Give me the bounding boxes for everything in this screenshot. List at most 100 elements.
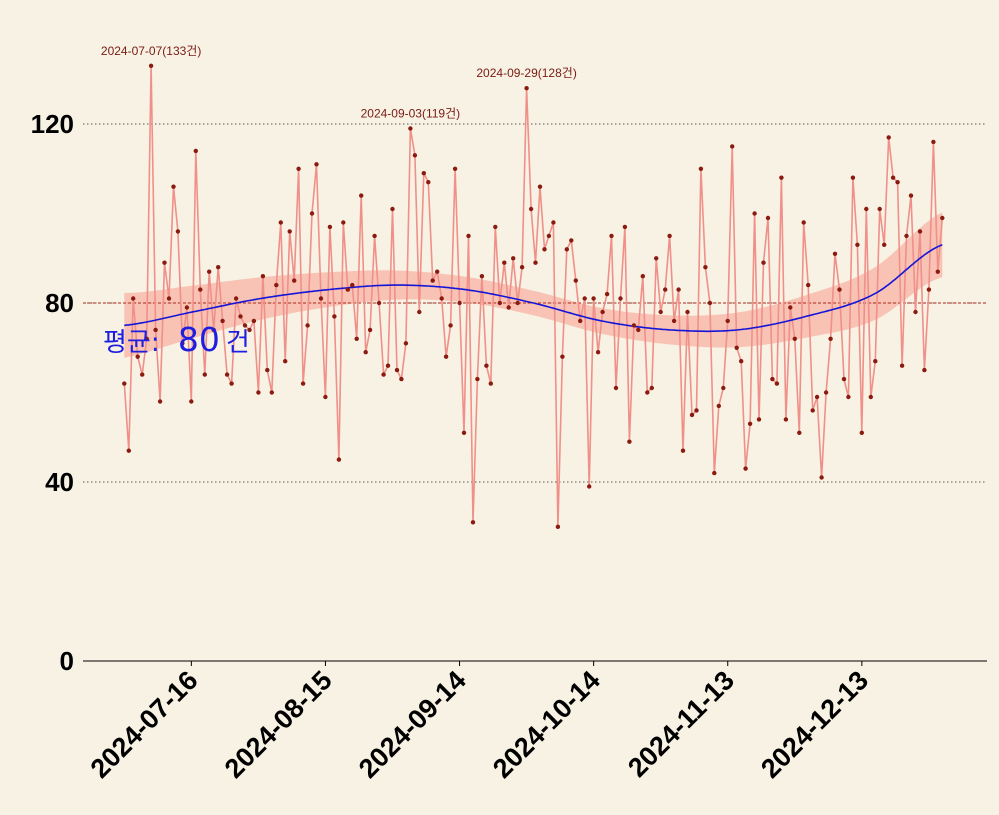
data-point	[868, 394, 873, 400]
data-point	[475, 376, 480, 382]
data-point	[698, 166, 704, 171]
data-point	[587, 484, 592, 489]
data-point	[274, 282, 279, 288]
data-point	[904, 233, 909, 239]
data-point	[846, 394, 851, 400]
data-point	[247, 327, 252, 333]
data-point	[439, 296, 444, 301]
data-point	[479, 274, 485, 279]
data-point	[399, 376, 404, 382]
x-tick-label: 2024-07-16	[85, 665, 204, 784]
data-point	[752, 211, 757, 216]
peak-annotation: 2024-09-03(119건)	[361, 106, 461, 120]
data-point	[649, 385, 654, 391]
x-tick-label: 2024-11-13	[622, 665, 740, 783]
data-point	[604, 291, 610, 297]
data-point	[502, 260, 507, 265]
data-point	[256, 390, 261, 395]
data-point	[725, 318, 730, 324]
y-tick-label: 0	[60, 646, 74, 676]
x-tick-label: 2024-09-14	[353, 665, 472, 784]
peak-annotation: 2024-09-29(128건)	[476, 66, 576, 80]
data-point	[292, 278, 297, 283]
peak-annotations: 2024-07-07(133건) 2024-09-03(119건) 2024-09-…	[101, 44, 577, 121]
data-point	[202, 372, 207, 377]
data-point	[671, 318, 677, 324]
trend-line	[124, 244, 943, 333]
data-point	[600, 309, 605, 315]
data-point	[658, 309, 663, 315]
data-point	[761, 260, 766, 265]
x-tick-label: 2024-12-13	[755, 665, 874, 784]
data-point	[788, 305, 793, 310]
data-point	[332, 314, 337, 319]
data-point	[390, 206, 395, 212]
data-point	[926, 287, 932, 292]
data-point	[801, 220, 806, 225]
data-point	[484, 363, 489, 368]
data-point	[309, 211, 315, 216]
data-point	[515, 300, 520, 306]
data-point	[689, 412, 695, 418]
data-point	[685, 309, 690, 315]
data-point	[578, 318, 583, 324]
data-point	[940, 215, 945, 221]
data-point	[890, 175, 896, 180]
data-point	[153, 327, 158, 333]
data-point	[283, 359, 288, 364]
data-point	[899, 363, 905, 368]
data-point	[560, 354, 565, 359]
data-point	[841, 376, 847, 382]
data-point	[542, 247, 547, 252]
data-point	[265, 367, 270, 373]
data-point	[180, 341, 185, 346]
data-point	[314, 162, 319, 167]
data-point	[645, 390, 650, 395]
data-point	[372, 233, 377, 239]
data-point	[855, 242, 860, 247]
data-point	[300, 381, 306, 386]
data-point	[175, 229, 181, 234]
mean-label: 평균: 80 건	[103, 320, 250, 359]
data-point	[631, 323, 637, 328]
y-axis-tick-labels: 0 40 80 120	[31, 109, 74, 676]
data-point	[216, 265, 221, 270]
data-point	[922, 367, 927, 373]
data-point	[765, 215, 771, 221]
data-point	[917, 229, 923, 234]
data-point	[613, 385, 619, 391]
data-point	[305, 323, 310, 328]
data-point	[166, 296, 172, 301]
data-point	[595, 350, 601, 355]
data-point	[336, 457, 342, 462]
data-point	[654, 256, 659, 261]
data-point	[135, 354, 140, 359]
data-point	[734, 345, 739, 350]
data-point	[873, 359, 878, 364]
data-point	[716, 403, 721, 409]
data-point	[229, 381, 234, 386]
data-point	[555, 524, 561, 529]
data-point	[198, 287, 203, 292]
data-point	[877, 206, 882, 212]
data-point	[882, 242, 887, 247]
data-point	[461, 430, 467, 435]
data-point	[636, 327, 641, 333]
data-point	[774, 381, 780, 386]
data-point	[676, 287, 681, 292]
data-point	[622, 224, 628, 230]
data-point	[519, 265, 525, 270]
data-point	[162, 260, 167, 265]
data-point	[743, 466, 748, 471]
data-point	[640, 274, 645, 279]
data-point	[823, 390, 829, 395]
data-point	[327, 224, 333, 230]
y-tick-label: 80	[45, 288, 74, 318]
data-point	[421, 171, 426, 176]
data-point	[832, 251, 838, 256]
data-point	[551, 220, 556, 225]
data-point	[524, 86, 529, 91]
data-point	[242, 323, 248, 328]
data-point	[376, 300, 382, 306]
trend-confidence-band	[124, 212, 943, 358]
